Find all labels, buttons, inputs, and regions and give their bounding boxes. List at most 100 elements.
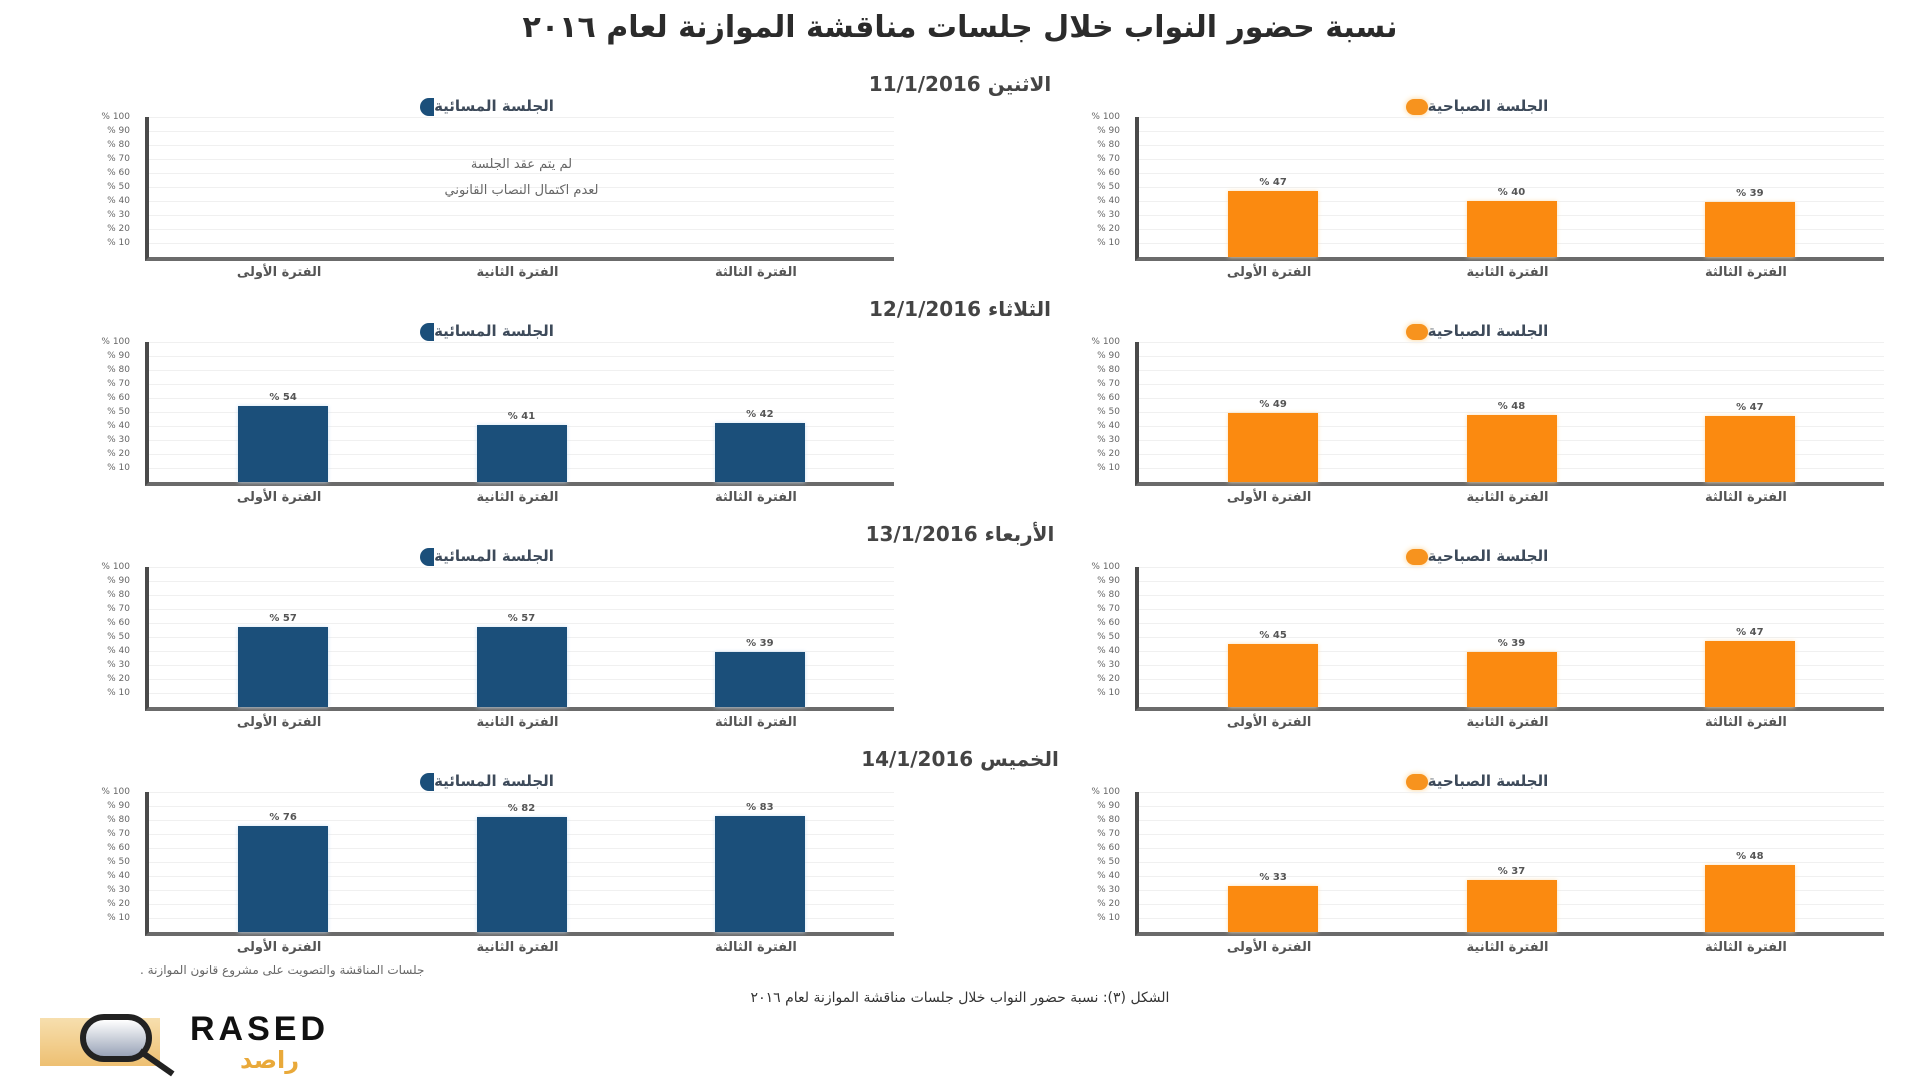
bar: % 54 [238,392,329,482]
y-tick-label: % 60 [107,168,130,178]
x-axis-label: الفترة الثالثة [714,265,797,280]
y-tick-label: % 20 [107,899,130,909]
y-tick-label: % 10 [1097,238,1120,248]
gridline [149,398,894,399]
gridline [1139,384,1884,385]
x-axis-label: الفترة الثانية [476,940,559,955]
legend-label: الجلسة الصباحية [1427,547,1549,565]
chart-legend: الجلسة المسائية [50,97,910,116]
plot-area: % 76 % 82 % 83 [145,792,894,936]
legend-label: الجلسة المسائية [434,772,554,790]
y-tick-label: % 90 [107,126,130,136]
x-axis-label: الفترة الأولى [1226,715,1312,730]
gridline [149,581,894,582]
gridline [149,229,894,230]
gridline [1139,792,1884,793]
gridline [149,806,894,807]
gridline [1139,187,1884,188]
bar-value-label: % 57 [269,613,297,625]
day-header: الثلاثاء 12/1/2016 [869,297,1051,321]
y-tick-label: % 100 [101,787,130,797]
bar-value-label: % 37 [1497,866,1526,878]
y-tick-label: % 70 [1097,154,1120,164]
y-tick-label: % 60 [1097,618,1120,628]
chart-legend: الجلسة المسائية [50,772,910,791]
gridline [1139,637,1884,638]
main-title: نسبة حضور النواب خلال جلسات مناقشة الموا… [522,10,1398,45]
y-tick-label: % 100 [1091,787,1120,797]
y-tick-label: % 50 [107,407,130,417]
bar: % 83 [714,802,805,932]
bar: % 48 [1466,401,1557,482]
bar-value-label: % 33 [1259,871,1287,883]
y-tick-label: % 50 [107,632,130,642]
gridline [149,131,894,132]
gridline [1139,145,1884,146]
legend-label: الجلسة المسائية [434,322,554,340]
y-tick-label: % 90 [1097,576,1120,586]
y-tick-label: % 70 [1097,829,1120,839]
no-data-line: لم يتم عقد الجلسة [470,157,573,172]
gridline [1139,848,1884,849]
gridline [1139,131,1884,132]
x-axis-label: الفترة الثانية [1466,265,1549,280]
gridline [149,159,894,160]
plot-area: % 49 % 48 % 47 [1135,342,1884,486]
y-tick-label: % 90 [107,801,130,811]
y-tick-label: % 30 [1097,885,1120,895]
crescent-moon-icon [420,97,435,116]
bar: % 42 [714,409,805,482]
bar-value-label: % 45 [1259,630,1287,641]
gridline [149,215,894,216]
y-tick-label: % 80 [107,365,130,375]
gridline [1139,173,1884,174]
y-tick-label: % 10 [107,238,130,248]
x-axis-label: الفترة الثالثة [714,715,797,730]
gridline [1139,609,1884,610]
crescent-moon-icon [420,772,435,791]
x-axis-label: الفترة الأولى [236,940,322,955]
y-tick-label: % 70 [1097,379,1120,389]
plot-area: % 57 % 57 % 39 [145,567,894,711]
y-tick-label: % 50 [107,857,130,867]
bar: % 76 [238,812,329,932]
y-axis: % 100 % 90 % 80 % 70 % 60 % 50 % 40 % 30 % 20 % 1… [1080,787,1120,932]
x-axis-label: الفترة الثانية [476,265,559,280]
crescent-moon-icon [420,322,435,341]
x-axis-label: الفترة الثانية [476,715,559,730]
x-axis-label: الفترة الثانية [1466,490,1549,505]
plot-area: % 45 % 39 % 47 [1135,567,1884,711]
gridline [1139,581,1884,582]
y-tick-label: % 100 [1091,112,1120,122]
y-axis: % 100 % 90 % 80 % 70 % 60 % 50 % 40 % 30 % 20 % 1… [90,562,130,707]
chart-legend: الجلسة المسائية [50,547,910,566]
y-tick-label: % 10 [1097,463,1120,473]
bar: % 45 [1228,630,1319,707]
y-tick-label: % 60 [1097,843,1120,853]
y-tick-label: % 70 [107,829,130,839]
gridline [1139,567,1884,568]
y-tick-label: % 60 [107,843,130,853]
y-tick-label: % 80 [1097,365,1120,375]
gridline [149,412,894,413]
gridline [1139,342,1884,343]
y-axis: % 100 % 90 % 80 % 70 % 60 % 50 % 40 % 30 % 20 % 1… [1080,337,1120,482]
chart-legend: الجلسة الصباحية [1040,772,1900,790]
sun-icon [1405,98,1428,115]
y-tick-label: % 20 [1097,899,1120,909]
y-tick-label: % 10 [1097,913,1120,923]
x-axis-label: الفترة الثانية [1466,715,1549,730]
source-note: جلسات المناقشة والتصويت على مشروع قانون … [140,963,425,977]
y-tick-label: % 40 [107,646,130,656]
gridline [1139,398,1884,399]
y-tick-label: % 30 [1097,435,1120,445]
plot-area: % 54 % 41 % 42 [145,342,894,486]
y-tick-label: % 50 [1097,857,1120,867]
y-tick-label: % 40 [107,196,130,206]
y-tick-label: % 40 [1097,196,1120,206]
bar: % 39 [1466,638,1557,707]
y-tick-label: % 20 [1097,224,1120,234]
day-header: الخميس 14/1/2016 [861,747,1059,771]
chart-legend: الجلسة الصباحية [1040,97,1900,115]
y-tick-label: % 50 [1097,632,1120,642]
